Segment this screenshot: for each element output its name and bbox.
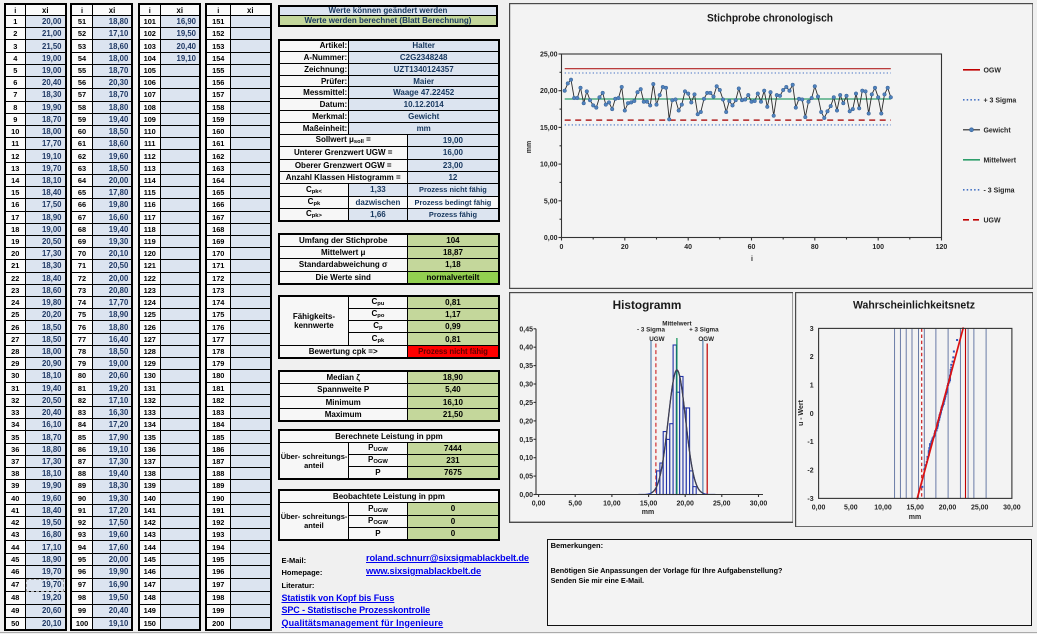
svg-text:-1: -1	[807, 439, 813, 446]
svg-text:0,00: 0,00	[812, 504, 826, 511]
svg-text:5,00: 5,00	[568, 500, 582, 507]
svg-text:i: i	[751, 256, 753, 263]
svg-text:Histogramm: Histogramm	[612, 299, 681, 312]
svg-text:+ 3 Sigma: + 3 Sigma	[983, 97, 1016, 104]
svg-text:Mittelwert: Mittelwert	[983, 157, 1016, 164]
svg-text:0: 0	[559, 244, 563, 251]
svg-text:1: 1	[810, 383, 814, 390]
svg-text:0,00: 0,00	[544, 235, 558, 242]
svg-text:25,00: 25,00	[713, 500, 731, 507]
svg-text:UGW: UGW	[649, 336, 664, 343]
svg-text:15,00: 15,00	[540, 124, 558, 131]
svg-text:0,05: 0,05	[519, 474, 533, 481]
svg-text:+ 3 Sigma: + 3 Sigma	[689, 327, 719, 334]
svg-text:0: 0	[810, 411, 814, 418]
svg-text:40: 40	[684, 244, 692, 251]
svg-text:Stichprobe chronologisch: Stichprobe chronologisch	[707, 12, 833, 24]
svg-text:0,00: 0,00	[532, 500, 546, 507]
svg-text:- 3 Sigma: - 3 Sigma	[637, 327, 665, 334]
svg-text:Gewicht: Gewicht	[983, 127, 1011, 134]
svg-text:0,40: 0,40	[519, 345, 533, 352]
svg-text:10,00: 10,00	[540, 161, 558, 168]
svg-text:25,00: 25,00	[971, 504, 989, 511]
svg-text:0,10: 0,10	[519, 455, 533, 462]
svg-text:2: 2	[810, 354, 814, 361]
svg-text:3: 3	[810, 326, 814, 333]
svg-text:0,35: 0,35	[519, 363, 533, 370]
svg-text:20,00: 20,00	[676, 500, 694, 507]
svg-text:30,00: 30,00	[1003, 504, 1021, 511]
svg-text:Mittelwert: Mittelwert	[662, 321, 692, 328]
svg-text:mm: mm	[909, 514, 921, 521]
svg-text:OGW: OGW	[983, 67, 1001, 74]
svg-text:5,00: 5,00	[544, 198, 558, 205]
svg-text:0,15: 0,15	[519, 437, 533, 444]
svg-text:10,00: 10,00	[874, 504, 892, 511]
svg-text:5,00: 5,00	[844, 504, 858, 511]
svg-text:-2: -2	[807, 468, 813, 475]
svg-text:- 3 Sigma: - 3 Sigma	[983, 187, 1014, 194]
svg-text:100: 100	[872, 244, 884, 251]
svg-text:80: 80	[811, 244, 819, 251]
svg-text:30,00: 30,00	[750, 500, 768, 507]
svg-text:20,00: 20,00	[540, 88, 558, 95]
svg-text:120: 120	[935, 244, 947, 251]
svg-text:10,00: 10,00	[603, 500, 621, 507]
svg-text:Wahrscheinlichkeitsnetz: Wahrscheinlichkeitsnetz	[853, 299, 975, 311]
svg-text:u - Wert: u - Wert	[798, 399, 805, 426]
svg-text:20: 20	[621, 244, 629, 251]
svg-text:UGW: UGW	[983, 217, 1000, 224]
svg-text:0,30: 0,30	[519, 381, 533, 388]
svg-text:0,45: 0,45	[519, 326, 533, 333]
svg-text:60: 60	[747, 244, 755, 251]
svg-text:mm: mm	[642, 509, 654, 516]
svg-text:mm: mm	[526, 140, 533, 152]
svg-text:0,00: 0,00	[519, 492, 533, 499]
svg-text:OGW: OGW	[698, 336, 714, 343]
svg-text:0,25: 0,25	[519, 400, 533, 407]
svg-text:-3: -3	[807, 496, 813, 503]
svg-text:20,00: 20,00	[939, 504, 957, 511]
svg-text:15,00: 15,00	[640, 500, 658, 507]
svg-text:0,20: 0,20	[519, 418, 533, 425]
svg-text:25,00: 25,00	[540, 51, 558, 58]
svg-text:15,00: 15,00	[906, 504, 924, 511]
